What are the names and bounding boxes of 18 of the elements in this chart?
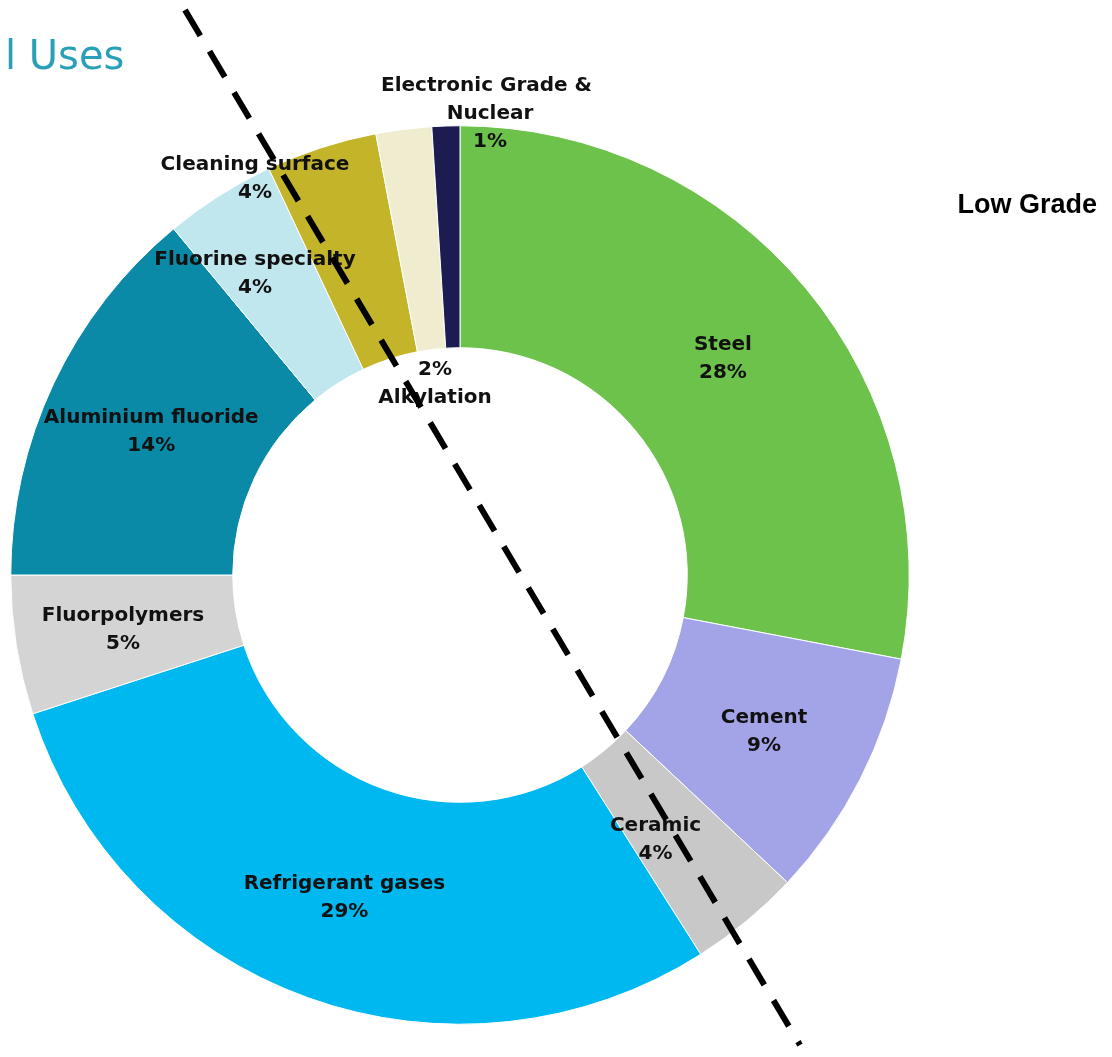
data-label: 4%	[238, 274, 272, 298]
slice-label: Refrigerant gases	[243, 870, 446, 895]
data-label: 2%	[418, 356, 452, 380]
data-label: 9%	[747, 731, 782, 756]
text: Low Grade	[957, 188, 1098, 219]
chart-title: l Uses	[5, 32, 125, 78]
data-label: 14%	[127, 431, 176, 456]
slice-label: Fluorpolymers	[41, 602, 205, 627]
data-label: 1%	[473, 128, 507, 152]
data-label: 28%	[698, 359, 747, 384]
data-label: 29%	[320, 898, 369, 923]
data-label: 5%	[105, 630, 140, 655]
data-label: 4%	[238, 179, 272, 203]
slice-label: Electronic Grade & Nuclear	[380, 72, 600, 124]
slice-label: Steel	[693, 331, 752, 356]
data-label: 4%	[638, 839, 673, 864]
slice-label: Aluminium fluoride	[43, 403, 259, 428]
slice-label: Cement	[720, 703, 808, 728]
